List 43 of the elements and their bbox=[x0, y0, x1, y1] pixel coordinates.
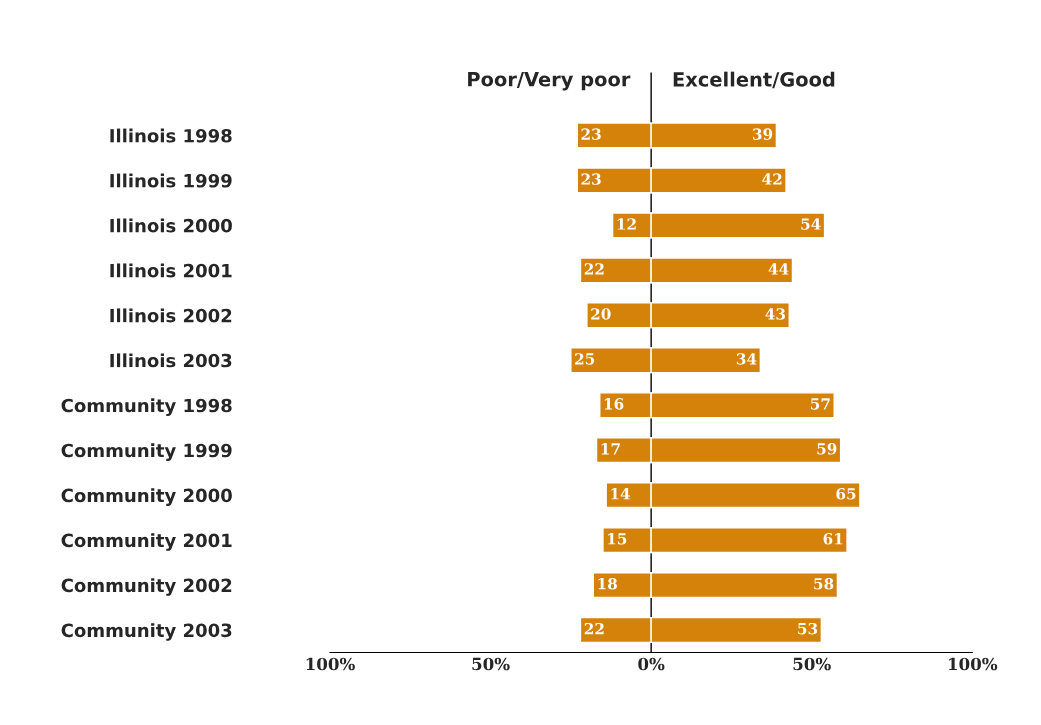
data-label: 54 bbox=[801, 218, 821, 230]
data-label: 15 bbox=[608, 532, 627, 545]
y-tick-label: Community 1999 bbox=[61, 443, 232, 461]
data-label: 25 bbox=[575, 353, 595, 365]
series-label: Poor/Very poor bbox=[468, 72, 631, 91]
x-tick-label: 100% bbox=[949, 657, 998, 671]
data-label: 22 bbox=[584, 263, 604, 275]
data-label: 23 bbox=[581, 173, 601, 185]
data-label: 12 bbox=[617, 218, 636, 230]
y-tick-label: Illinois 2001 bbox=[110, 263, 232, 278]
data-label: 23 bbox=[581, 128, 601, 140]
data-label: 16 bbox=[604, 398, 624, 410]
x-tick-label: 50% bbox=[472, 657, 510, 671]
data-label: 42 bbox=[762, 173, 782, 185]
x-tick-label: 100% bbox=[306, 657, 355, 671]
y-tick-label: Illinois 2003 bbox=[110, 353, 232, 368]
data-label: 53 bbox=[798, 622, 818, 635]
data-label: 59 bbox=[817, 443, 837, 455]
y-tick-label: Community 2001 bbox=[61, 533, 232, 551]
data-label: 14 bbox=[611, 488, 631, 500]
y-tick-label: Community 2003 bbox=[61, 623, 232, 641]
data-label: 43 bbox=[765, 308, 786, 320]
y-tick-label: Illinois 2000 bbox=[110, 218, 232, 233]
y-tick-label: Illinois 1998 bbox=[110, 128, 232, 143]
data-label: 34 bbox=[736, 353, 757, 365]
data-label: 57 bbox=[810, 398, 830, 410]
data-label: 44 bbox=[768, 263, 789, 275]
data-label: 22 bbox=[584, 622, 604, 635]
series-label: Excellent/Good bbox=[673, 71, 835, 89]
data-label: 65 bbox=[836, 488, 856, 500]
y-tick-label: Illinois 1999 bbox=[110, 173, 232, 188]
y-tick-label: Community 2002 bbox=[61, 578, 232, 596]
data-label: 58 bbox=[814, 577, 834, 590]
data-label: 61 bbox=[823, 532, 843, 545]
x-tick-label: 50% bbox=[793, 657, 831, 671]
data-label: 18 bbox=[598, 577, 617, 590]
y-tick-label: Community 1998 bbox=[61, 398, 232, 416]
y-tick-label: Community 2000 bbox=[61, 488, 232, 506]
x-tick-label: 0% bbox=[638, 657, 665, 671]
data-label: 39 bbox=[752, 128, 773, 140]
data-label: 17 bbox=[601, 443, 620, 455]
data-label: 20 bbox=[591, 308, 611, 320]
y-tick-label: Illinois 2002 bbox=[110, 308, 232, 323]
